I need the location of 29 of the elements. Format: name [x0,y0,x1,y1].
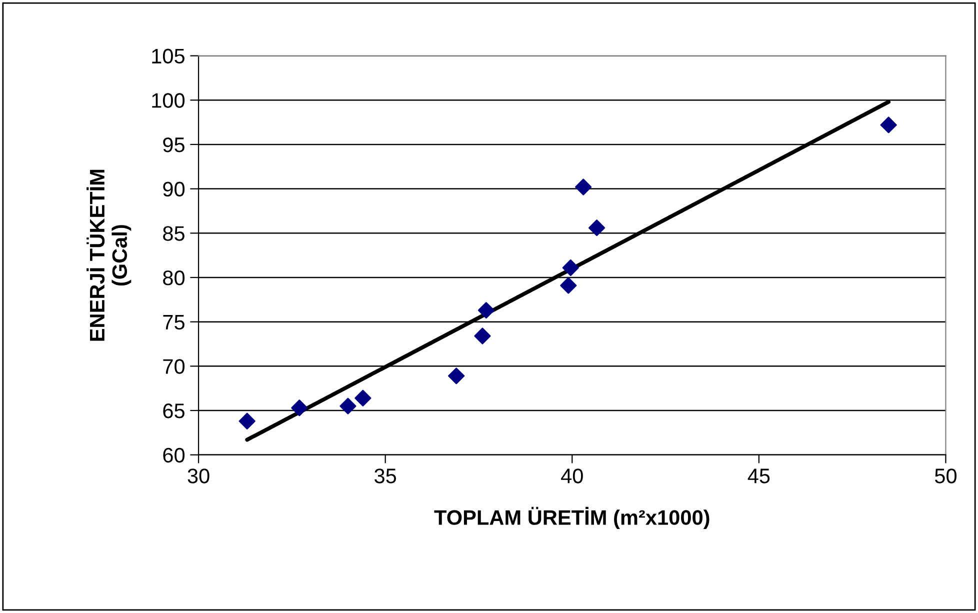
point [478,302,495,319]
y-tick-label: 100 [152,93,185,108]
y-tick-label: 105 [152,48,184,64]
point [238,412,256,430]
y-tick-label: 80 [163,270,185,286]
x-tick-label: 40 [561,468,583,484]
point [880,116,897,134]
y-tick-label: 70 [163,359,185,374]
point [562,259,579,276]
x-tick-label: 35 [374,468,396,484]
point [291,400,308,416]
point [354,390,372,406]
y-tick-label: 65 [163,404,184,418]
y-tick-label: 60 [163,448,185,463]
y-tick-label: 90 [163,182,185,197]
y-axis-title: ENERJİ TÜKETİM (GCal) [86,170,132,341]
x-axis-title: TOPLAM ÜRETİM (m²x1000) [434,506,710,530]
y-tick-label: 75 [163,315,184,330]
point [560,277,577,294]
y-tick-label: 95 [163,137,184,152]
point [474,328,491,344]
point [588,220,606,236]
x-tick-label: 50 [934,468,956,484]
y-tick-label: 85 [163,226,184,241]
point [448,368,465,384]
point [340,398,356,414]
x-tick-label: 45 [748,468,770,484]
point [575,178,592,196]
x-tick-label: 30 [188,468,210,484]
